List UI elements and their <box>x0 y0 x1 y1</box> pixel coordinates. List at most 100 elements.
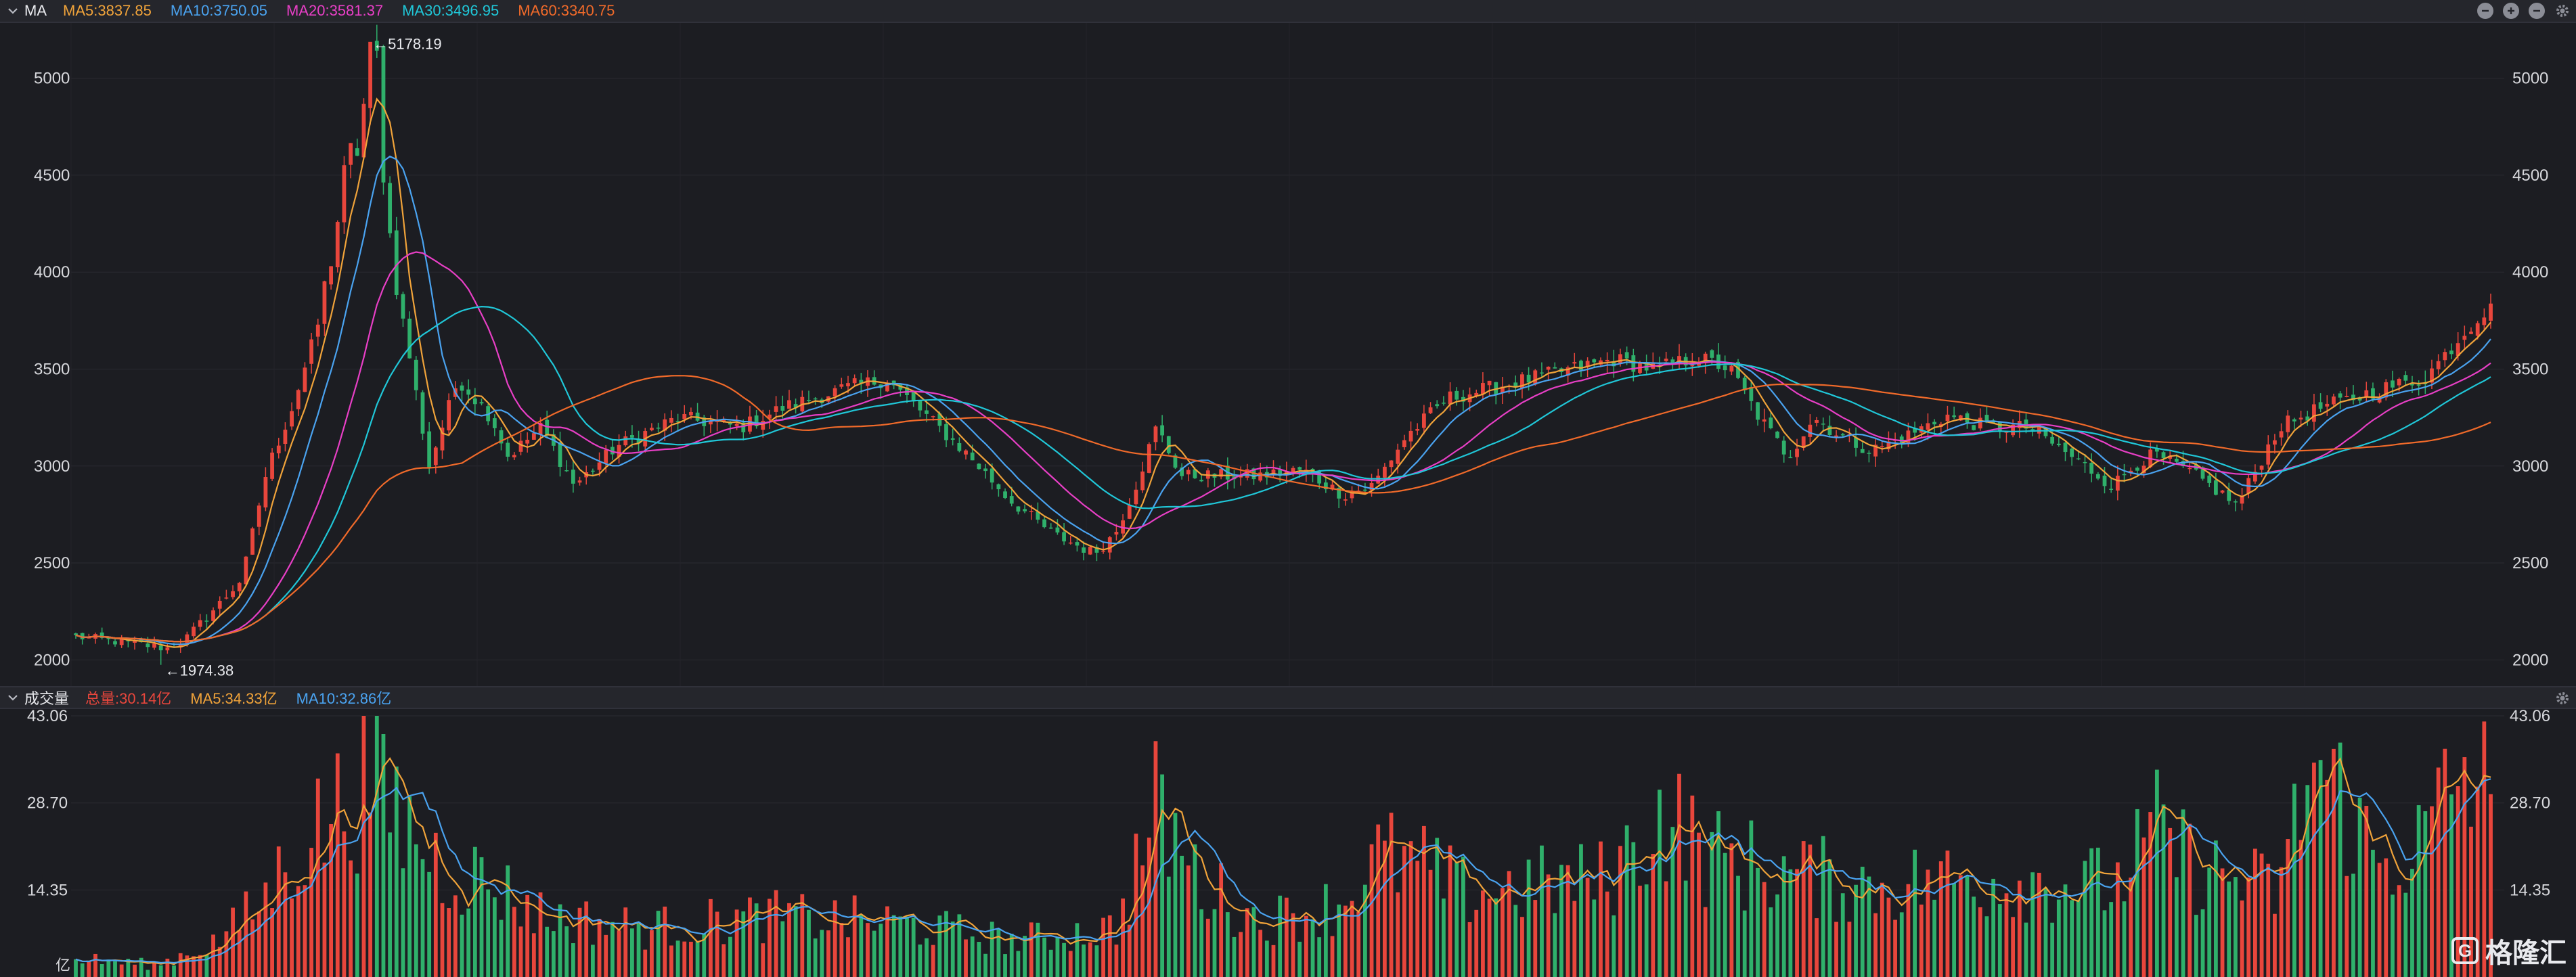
volume-total-value: 总量:30.14亿 <box>85 690 172 707</box>
volume-bar <box>2168 827 2173 977</box>
volume-bar <box>675 940 680 977</box>
volume-bar <box>1664 881 1668 977</box>
volume-bar <box>2456 786 2460 977</box>
volume-bar <box>754 903 759 977</box>
volume-bar <box>479 857 484 977</box>
volume-bar <box>2109 902 2114 977</box>
candle-body <box>715 421 719 422</box>
volume-bar <box>977 942 981 977</box>
candle-body <box>1107 537 1112 553</box>
moving-average-lines <box>75 97 2491 648</box>
volume-bar <box>139 957 143 977</box>
volume-bar <box>1520 917 1524 977</box>
volume-panel-header: 成交量 总量:30.14亿 MA5:34.33亿 MA10:32.86亿 <box>0 686 2576 709</box>
volume-chart[interactable]: 43.06 28.70 14.35 43.06 28.70 14.35 亿 <box>0 709 2576 977</box>
chevron-down-icon[interactable] <box>7 5 19 17</box>
candle-body <box>1592 359 1597 363</box>
volume-bar <box>2174 877 2179 977</box>
candle-body <box>650 428 654 430</box>
candle-body <box>2345 396 2349 397</box>
volume-bar <box>1788 869 1793 977</box>
candle-body <box>1317 470 1322 484</box>
volume-bar <box>866 923 870 977</box>
volume-bar <box>990 922 994 977</box>
gear-icon[interactable] <box>2554 690 2571 706</box>
volume-bar <box>1919 904 1924 977</box>
price-tick-label: 4000 <box>34 263 70 281</box>
candle-body <box>1572 362 1577 364</box>
candle-body <box>472 398 477 405</box>
candle-body <box>1297 467 1302 470</box>
candle-body <box>2141 465 2146 474</box>
candle-body <box>1664 359 1668 361</box>
candle-body <box>1565 367 1570 376</box>
volume-bar <box>2436 767 2441 977</box>
candle-body <box>793 404 798 408</box>
volume-indicator-label[interactable]: 成交量 <box>24 690 70 707</box>
price-tick-label: 3500 <box>34 360 70 378</box>
volume-bar <box>2253 848 2257 977</box>
volume-bar <box>80 963 85 977</box>
volume-unit-label: 亿 <box>55 957 70 974</box>
candle-body <box>290 411 294 427</box>
volume-bar <box>1540 845 1544 977</box>
candle-body <box>1808 424 1813 437</box>
candle-body <box>1997 422 2002 432</box>
volume-bar <box>335 753 340 977</box>
candle-body <box>1781 440 1786 455</box>
candle-body <box>2174 458 2179 462</box>
price-tick-label: 2000 <box>34 651 70 669</box>
candle-body <box>263 477 268 507</box>
price-tick-label: 3500 <box>2512 360 2548 378</box>
indicator-label[interactable]: MA <box>24 2 47 19</box>
volume-bar <box>950 922 955 977</box>
candle-body <box>407 318 412 359</box>
volume-bar <box>1697 832 1701 977</box>
volume-bar <box>669 945 673 977</box>
watermark-logo: G 格隆汇 <box>2451 931 2567 970</box>
ma20-line <box>75 251 2491 643</box>
candle-body <box>787 400 791 409</box>
volume-bar <box>374 716 379 977</box>
candle-body <box>1048 527 1053 529</box>
volume-bar <box>1369 844 1374 977</box>
candle-body <box>852 378 857 384</box>
volume-bar <box>133 964 137 977</box>
candle-body <box>2056 443 2061 445</box>
volume-bar <box>1205 918 1210 977</box>
volume-bar <box>2299 840 2303 977</box>
candle-body <box>2351 394 2355 401</box>
minus-circle-icon[interactable] <box>2477 3 2493 19</box>
volume-bar <box>2017 880 2022 977</box>
volume-bar <box>217 947 222 977</box>
volume-bar <box>1055 937 1060 977</box>
volume-bar <box>1003 954 1007 977</box>
candle-body <box>1323 482 1328 490</box>
candle-body <box>721 419 726 422</box>
candle-body <box>506 442 510 457</box>
volume-bar <box>1972 896 1976 977</box>
candle-body <box>813 398 818 400</box>
chevron-down-icon[interactable] <box>7 691 19 704</box>
volume-bar <box>1945 850 1950 977</box>
volume-bar <box>629 928 634 977</box>
volume-bar <box>2148 812 2153 977</box>
volume-bar <box>2194 915 2198 977</box>
candle-body <box>1710 350 1714 358</box>
candle-body <box>1579 361 1583 371</box>
volume-bar <box>270 908 274 977</box>
candle-body <box>1945 414 1950 422</box>
minus-circle-icon[interactable] <box>2529 3 2545 19</box>
candle-body <box>1369 482 1374 491</box>
plus-circle-icon[interactable] <box>2503 3 2519 19</box>
volume-bar <box>1913 849 1917 977</box>
candle-body <box>1972 425 1976 430</box>
candle-body <box>1520 374 1524 388</box>
volume-bar <box>1487 899 1492 977</box>
gear-icon[interactable] <box>2554 3 2571 19</box>
volume-bar <box>1775 894 1779 977</box>
candlestick-chart[interactable]: 5000 4500 4000 3500 3000 2500 2000 5000 4500 400… <box>0 23 2576 686</box>
candle-body <box>2076 458 2081 459</box>
volume-bar <box>957 914 962 977</box>
volume-bar <box>1631 842 1636 977</box>
